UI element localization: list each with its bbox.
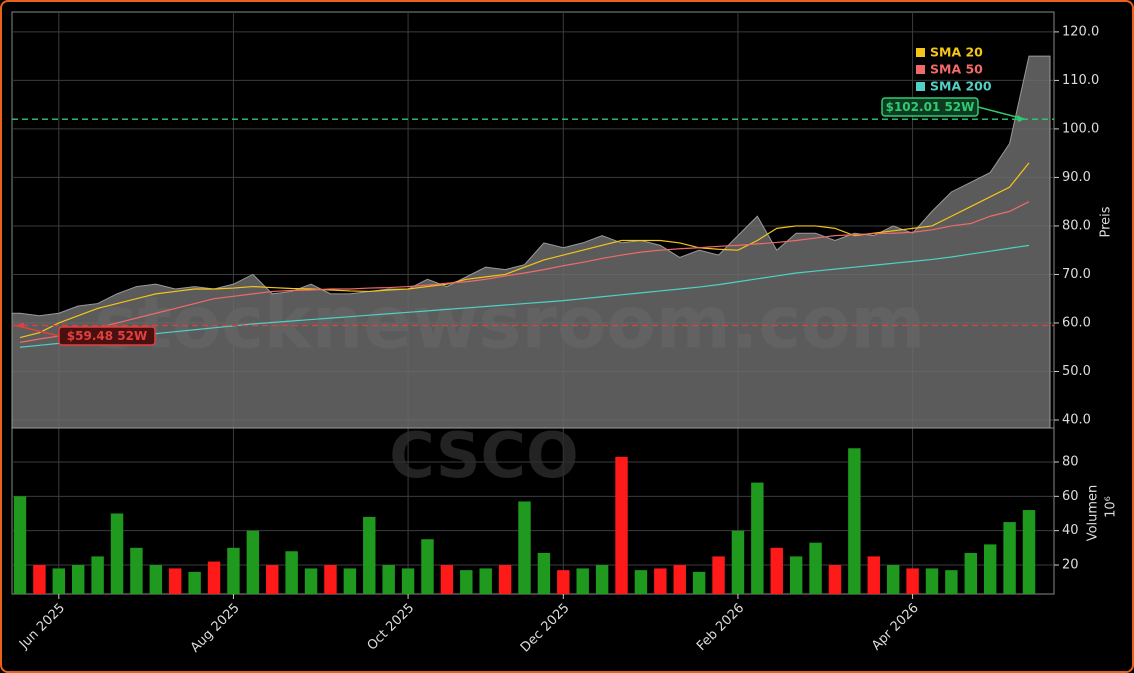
arrow-head — [1017, 115, 1025, 123]
y-tick-label: 50.0 — [1062, 364, 1091, 379]
volume-bar — [673, 564, 686, 594]
volume-bar — [169, 568, 182, 594]
volume-bar — [964, 552, 977, 594]
volume-bar — [867, 556, 880, 594]
y-tick-label: 20 — [1062, 557, 1079, 572]
legend-swatch — [916, 82, 925, 91]
volume-bar — [498, 564, 512, 594]
volume-bar — [13, 496, 27, 594]
y-tick-label: 80 — [1062, 454, 1079, 469]
y-tick-label: 120.0 — [1062, 24, 1099, 39]
volume-bar — [595, 564, 609, 594]
volume-bar — [207, 561, 221, 594]
volume-bar — [731, 530, 745, 594]
y-axis-label: Volumen — [1086, 485, 1101, 542]
volume-bar — [906, 568, 919, 594]
x-tick-label: Aug 2025 — [188, 601, 243, 656]
legend-label: SMA 20 — [930, 45, 983, 60]
volume-bar — [983, 544, 997, 594]
price-area — [11, 55, 1051, 429]
volume-bar — [52, 568, 66, 594]
volume-bar — [304, 568, 318, 594]
volume-bar — [460, 570, 473, 594]
annotation-arrow — [977, 106, 1026, 120]
volume-bar — [285, 551, 298, 594]
volume-bar — [770, 547, 783, 594]
y-tick-label: 110.0 — [1062, 73, 1099, 88]
volume-bar — [227, 547, 240, 594]
volume-bar — [925, 568, 939, 594]
volume-bar — [266, 564, 279, 594]
volume-bar — [751, 482, 764, 594]
volume-bar — [654, 568, 667, 594]
volume-bar — [188, 571, 201, 594]
x-tick-label: Apr 2026 — [869, 601, 922, 654]
volume-bar — [324, 564, 337, 594]
volume-bar — [692, 571, 706, 594]
volume-bar — [479, 568, 492, 594]
volume-bar — [91, 556, 104, 594]
legend-label: SMA 50 — [930, 62, 983, 77]
volume-bar — [537, 552, 551, 594]
volume-bar — [809, 542, 822, 594]
x-tick-label: Dec 2025 — [518, 601, 573, 656]
volume-bar — [401, 568, 415, 594]
y-tick-label: 40.0 — [1062, 412, 1091, 427]
arrow-head — [16, 322, 24, 329]
y-tick-label: 80.0 — [1062, 218, 1091, 233]
annotation-box — [58, 326, 156, 346]
volume-bar — [789, 556, 803, 594]
volume-bar — [343, 568, 357, 594]
watermark: CSCO — [389, 419, 579, 492]
volume-bar — [945, 570, 958, 594]
volume-bar — [576, 568, 589, 594]
volume-bar — [712, 556, 725, 594]
annotation-label: $59.48 52W — [67, 329, 147, 343]
volume-bar — [110, 513, 124, 594]
volume-bar — [518, 501, 531, 594]
volume-bar — [363, 516, 376, 594]
volume-bar — [149, 564, 163, 594]
y-tick-label: 70.0 — [1062, 267, 1091, 282]
legend-label: SMA 200 — [930, 79, 992, 94]
volume-bar — [72, 564, 85, 594]
volume-bar — [557, 570, 570, 594]
volume-bar — [634, 570, 648, 594]
volume-bar — [828, 564, 842, 594]
volume-bar — [848, 448, 861, 594]
y-tick-label: 40 — [1062, 523, 1079, 538]
y-tick-label: 100.0 — [1062, 121, 1099, 136]
legend-swatch — [916, 65, 925, 74]
volume-bar — [886, 564, 900, 594]
volume-bar — [33, 564, 46, 594]
legend-swatch — [916, 48, 925, 57]
x-tick-label: Feb 2026 — [694, 601, 747, 654]
volume-bar — [382, 564, 395, 594]
volume-bar — [615, 456, 628, 594]
volume-bar — [130, 547, 143, 594]
volume-bar — [1003, 522, 1016, 594]
y-tick-label: 60.0 — [1062, 315, 1091, 330]
volume-bar — [421, 539, 434, 594]
sma-line — [19, 244, 1030, 348]
sma-line — [19, 201, 1030, 343]
x-tick-label: Oct 2025 — [365, 601, 418, 654]
volume-bar — [246, 530, 260, 594]
x-tick-label: Jun 2025 — [16, 601, 68, 653]
volume-bar — [440, 564, 454, 594]
y-tick-label: 60 — [1062, 489, 1079, 504]
y-axis-label: Preis — [1099, 206, 1114, 237]
y-axis-unit: 10⁶ — [1104, 496, 1119, 518]
annotation-label: $102.01 52W — [886, 100, 975, 114]
y-tick-label: 90.0 — [1062, 170, 1091, 185]
volume-bar — [1022, 510, 1036, 594]
annotation-box — [881, 97, 979, 117]
